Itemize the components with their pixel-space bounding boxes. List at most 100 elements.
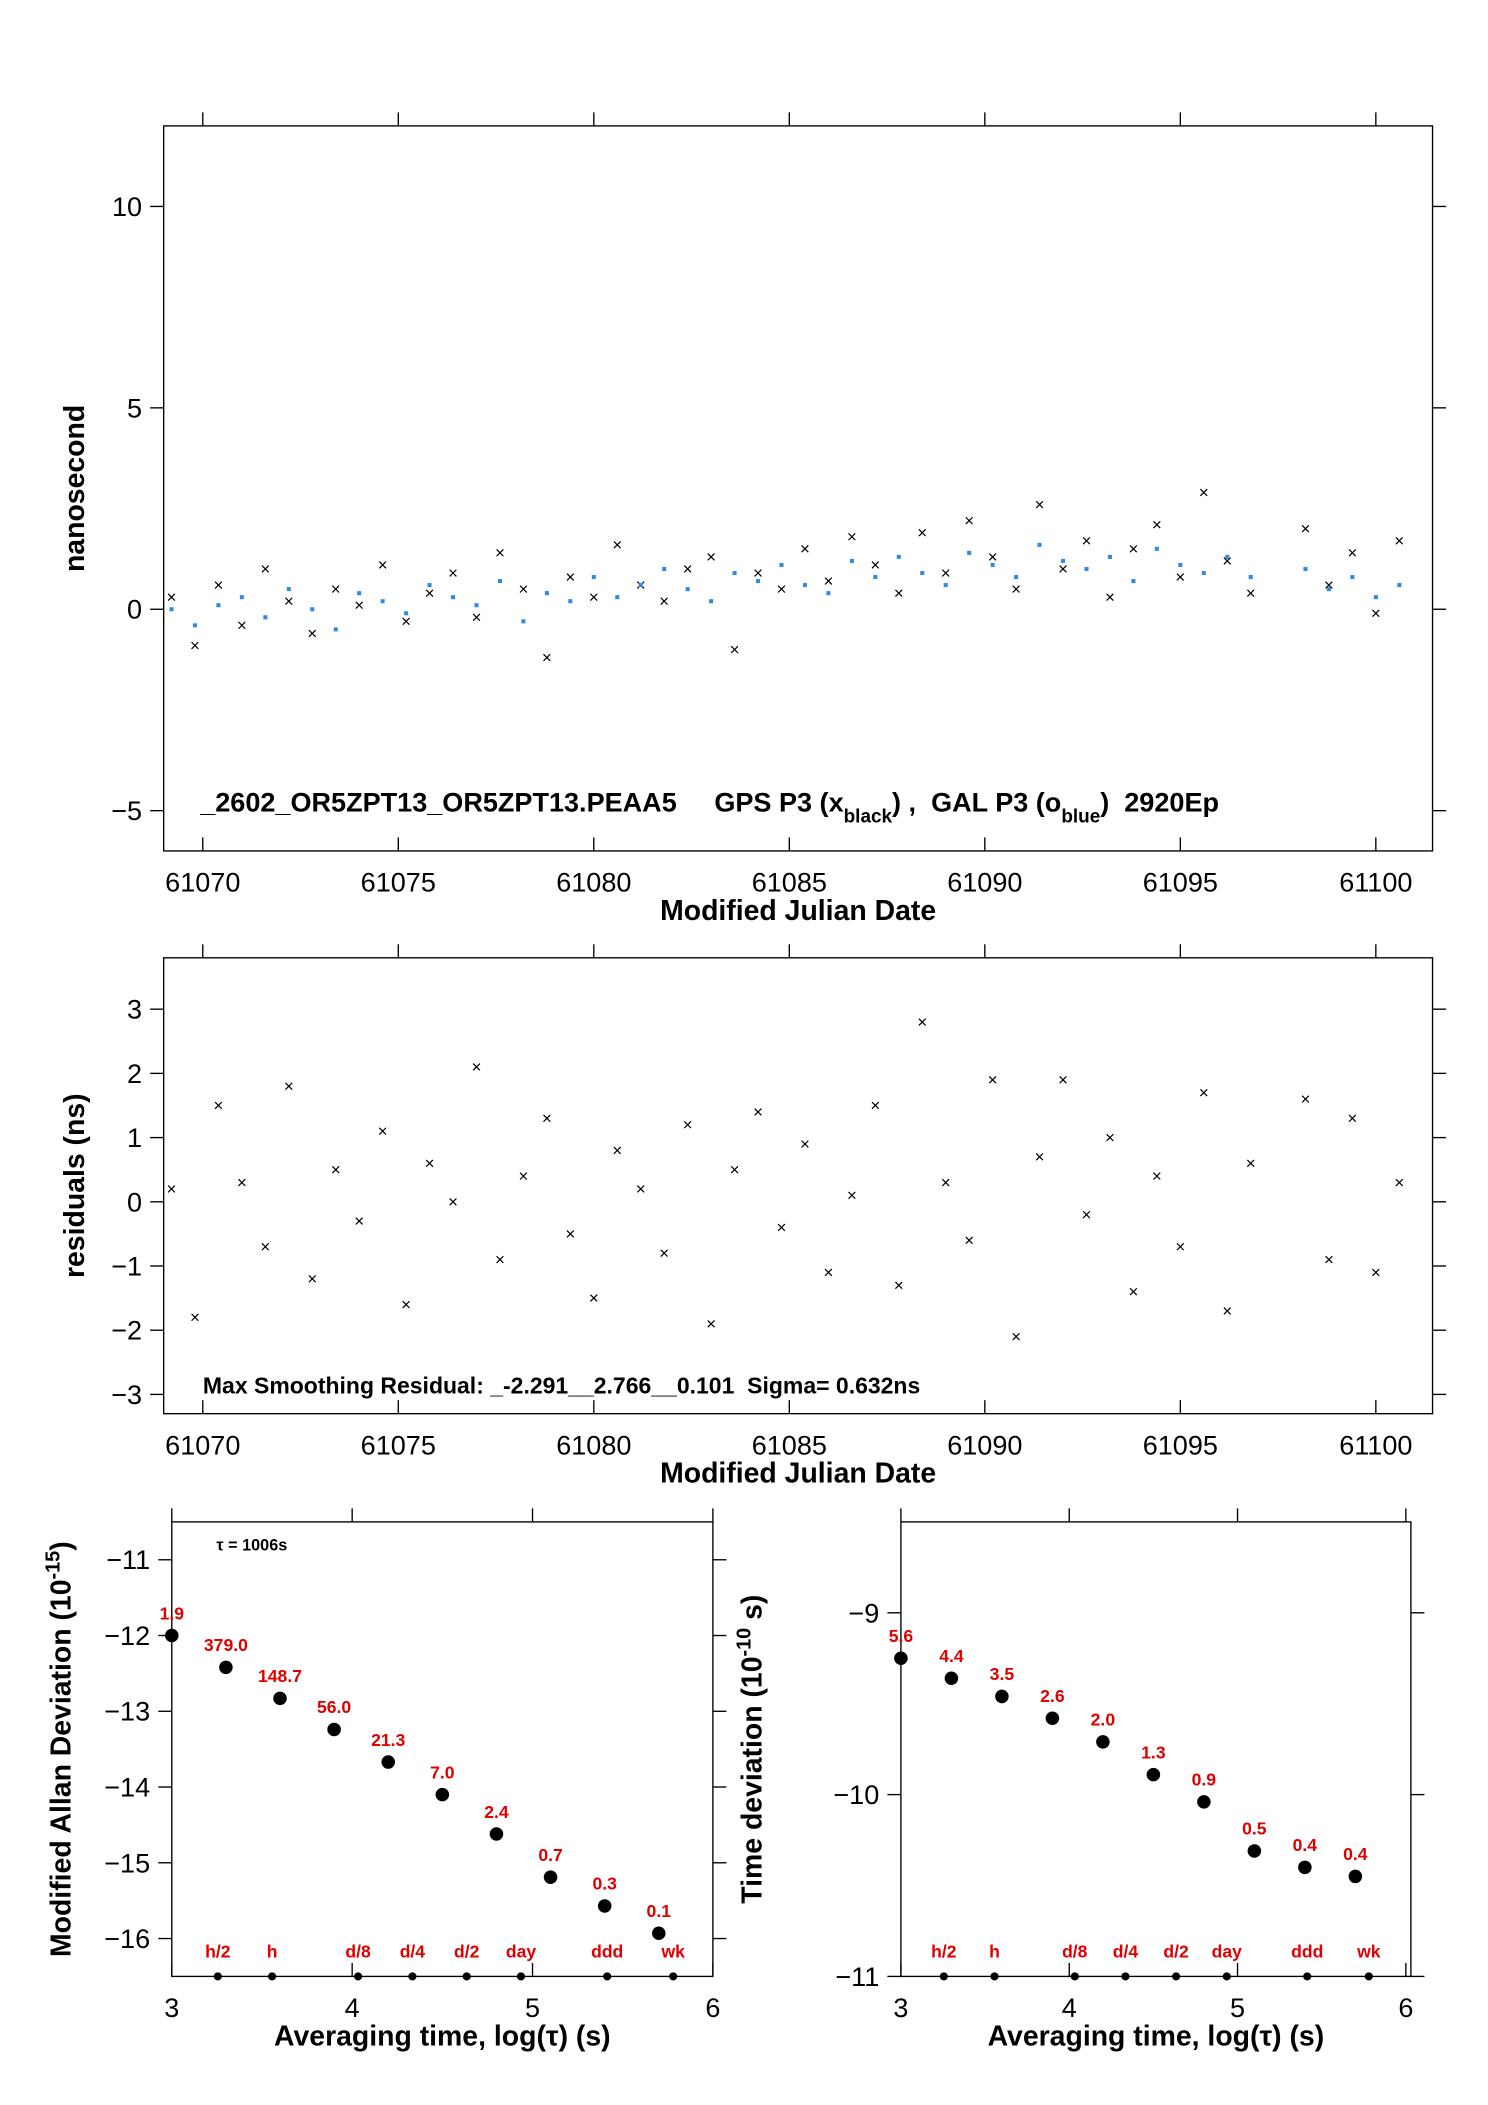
point-label: 1.9 [160, 1603, 185, 1623]
x-marker [965, 1236, 973, 1245]
x-tick-label: 61070 [165, 1430, 240, 1460]
dot-marker [1350, 575, 1355, 580]
y-tick-label: −11 [106, 1545, 150, 1575]
dot-marker [1248, 575, 1253, 580]
dot-marker [1225, 554, 1230, 559]
plot-frame [900, 1521, 1412, 1978]
annotation-part: blue [1061, 806, 1100, 827]
plot-frame [163, 125, 1434, 852]
y-axis-label-part: Time deviation (10 [737, 1656, 769, 1903]
dot-marker [568, 599, 573, 604]
x-tick-label: 61090 [947, 1430, 1022, 1460]
point [944, 1671, 959, 1686]
y-tick-label: −1 [111, 1251, 142, 1281]
x-tick-label: 61095 [1143, 868, 1218, 898]
dot-marker [1326, 587, 1331, 592]
point [597, 1899, 612, 1913]
time-marker-label: d/8 [1062, 1941, 1088, 1961]
time-marker [603, 1972, 612, 1981]
point [1096, 1735, 1110, 1749]
time-marker [990, 1972, 999, 1981]
y-tick-label: −5 [111, 796, 142, 826]
time-marker-label: d/4 [400, 1941, 426, 1961]
dot-marker [404, 611, 409, 616]
x-marker [238, 1178, 246, 1187]
dot-marker [497, 579, 502, 584]
point-label: 2.6 [1040, 1686, 1065, 1706]
dot-marker [826, 591, 831, 596]
x-marker [918, 528, 927, 537]
x-marker [660, 1249, 668, 1257]
dot-marker [638, 583, 643, 588]
dot-marker [967, 550, 972, 555]
y-tick-label: 3 [127, 995, 142, 1025]
time-marker-label: h/2 [931, 1941, 957, 1961]
x-marker [824, 577, 833, 585]
y-axis-label-part: Modified Allan Deviation (10 [45, 1579, 77, 1957]
time-marker-label: wk [660, 1941, 685, 1961]
dot-marker [192, 623, 197, 628]
x-marker [519, 1172, 528, 1180]
dot-marker [1014, 575, 1019, 580]
dot-marker [1397, 583, 1402, 588]
y-tick-label: 2 [127, 1059, 142, 1089]
x-tick-label: 61080 [556, 1430, 631, 1460]
plot-frame [163, 957, 1434, 1415]
point [381, 1755, 395, 1769]
annotation: _2602_OR5ZPT13_OR5ZPT13.PEAA5 GPS P3 (xb… [199, 788, 1219, 828]
x-marker [941, 569, 950, 577]
x-marker [660, 597, 668, 606]
x-marker [355, 601, 364, 610]
point [894, 1651, 908, 1666]
x-marker [1106, 1133, 1114, 1142]
x-tick-label: 6 [705, 1993, 720, 2023]
time-marker-label: h [989, 1941, 1000, 1961]
dot-marker [873, 575, 878, 580]
x-marker [754, 569, 762, 577]
y-tick-label: 10 [112, 192, 142, 222]
dot-marker [732, 570, 737, 576]
point [489, 1827, 504, 1841]
x-marker [1059, 565, 1067, 573]
y-axis-label-part: -10 [734, 1628, 756, 1657]
x-marker [1348, 1114, 1357, 1123]
dot-marker [286, 587, 291, 592]
x-marker [1082, 1210, 1091, 1219]
x-marker [824, 1268, 833, 1277]
x-marker [519, 585, 528, 593]
x-marker [1325, 581, 1333, 589]
x-tick-label: 61085 [752, 1430, 827, 1460]
time-marker [462, 1972, 471, 1981]
time-marker-label: d/4 [1113, 1941, 1139, 1961]
point-label: 0.4 [1343, 1844, 1368, 1864]
x-tick-label: 61085 [752, 868, 827, 898]
time-marker-label: ddd [591, 1941, 623, 1961]
x-marker [613, 540, 622, 549]
x-marker [871, 1101, 880, 1110]
time-marker [1364, 1972, 1373, 1981]
point [1146, 1767, 1161, 1782]
x-marker [167, 593, 176, 601]
annotation-part: black [844, 806, 893, 827]
dot-marker [685, 587, 690, 592]
annotation-part: Max Smoothing Residual: _-2.291__2.766__… [203, 1372, 920, 1398]
x-marker [1246, 589, 1255, 597]
x-marker [566, 1230, 575, 1238]
point [1247, 1844, 1262, 1858]
y-tick-label: −11 [835, 1962, 879, 1992]
point [1045, 1711, 1060, 1726]
point-label: 21.3 [371, 1730, 405, 1750]
y-tick-label: 0 [127, 1187, 142, 1217]
dot-marker [662, 566, 667, 572]
x-marker [1372, 609, 1380, 618]
time-marker [939, 1972, 948, 1981]
time-marker-label: d/2 [454, 1941, 480, 1961]
x-marker [191, 641, 199, 650]
x-marker [1012, 1332, 1020, 1341]
x-tick-label: 4 [345, 1993, 360, 2023]
point [1348, 1869, 1363, 1884]
x-tick-label: 6 [1398, 1993, 1413, 2023]
dot-marker [709, 599, 714, 604]
x-marker [238, 621, 246, 630]
point-label: 0.3 [592, 1874, 617, 1894]
